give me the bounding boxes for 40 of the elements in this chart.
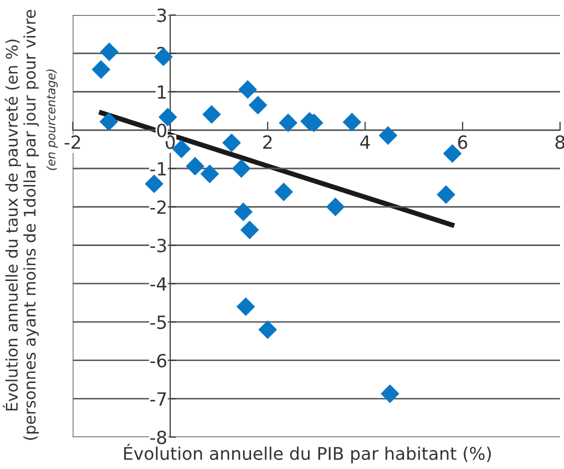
point <box>186 156 204 176</box>
point <box>274 182 294 202</box>
y-tick-label: -2 <box>150 200 166 214</box>
text: (en pourcentage) <box>46 69 58 170</box>
point <box>240 220 259 240</box>
point <box>100 42 119 62</box>
point <box>144 174 164 194</box>
y-tick-label: -7 <box>150 392 166 406</box>
x-axis-title: Évolution annuelle du PIB par habitant (%) <box>124 444 491 464</box>
y-tick-label: 3 <box>157 8 166 22</box>
point <box>326 198 345 216</box>
point <box>202 105 221 124</box>
point <box>236 297 256 316</box>
point <box>258 320 277 339</box>
point <box>238 80 258 99</box>
y-tick-label: -4 <box>150 277 166 290</box>
point <box>278 114 298 132</box>
point <box>222 133 241 152</box>
point <box>378 126 398 145</box>
point <box>100 112 118 131</box>
y-tick-label: -8 <box>150 430 166 444</box>
y-tick-label: -6 <box>150 354 166 368</box>
point <box>200 164 220 184</box>
x-tick-label: 2 <box>263 135 272 149</box>
y-tick-label: -5 <box>150 316 166 330</box>
y-tick-label: -3 <box>150 238 166 252</box>
y-tick-label: 0 <box>157 124 166 138</box>
y-axis-title: Évolution annuelle du taux de pauvreté (en %) (personnes ayant moins de 1dollar par jour pour vivre <box>2 10 39 440</box>
x-tick-label: 6 <box>458 135 468 149</box>
x-tick-label: 4 <box>360 136 370 149</box>
point <box>342 112 362 132</box>
point <box>380 384 400 404</box>
point <box>234 202 253 222</box>
x-tick-label: -2 <box>64 135 80 149</box>
point <box>436 185 456 204</box>
point <box>232 159 251 178</box>
y-tick-label: 1 <box>158 85 166 99</box>
point <box>248 96 268 114</box>
point <box>92 60 110 79</box>
y-tick-label: -1 <box>150 162 166 176</box>
